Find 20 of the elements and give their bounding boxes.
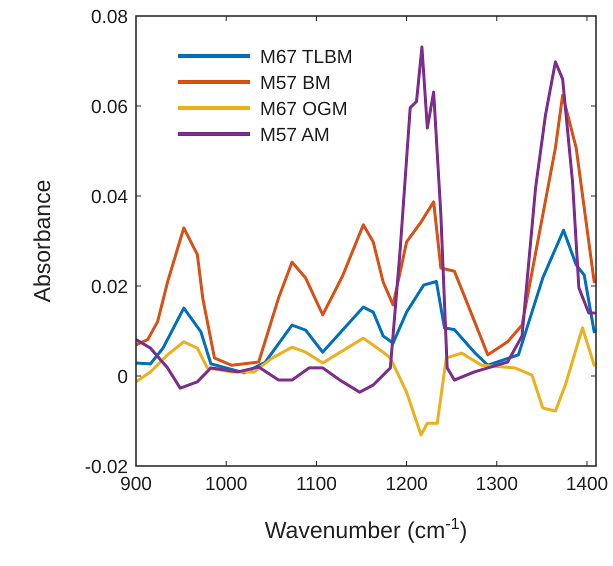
line-series	[136, 46, 596, 394]
x-tick-label: 1100	[296, 474, 337, 495]
x-tick-label: 1000	[205, 474, 248, 495]
line-series	[136, 94, 596, 367]
y-axis-title: Absorbance	[29, 180, 55, 302]
legend-label: M67 OGM	[260, 99, 348, 120]
legend-label: M67 TLBM	[260, 47, 353, 68]
line-series	[136, 228, 596, 374]
legend-label: M57 BM	[260, 73, 331, 94]
x-tick-label: 1200	[385, 474, 428, 495]
line-series	[136, 326, 596, 436]
y-tick-label: 0.02	[91, 277, 128, 298]
x-axis-title: Wavenumber (cm$^{-1}$)	[264, 515, 468, 543]
y-tick-label: 0.06	[91, 97, 128, 118]
y-tick-label: 0.04	[91, 187, 128, 208]
y-tick-label: 0.08	[91, 7, 128, 28]
y-tick-label: 0	[117, 367, 128, 388]
x-tick-label: 1300	[476, 474, 518, 495]
legend-label: M57 AM	[260, 125, 330, 146]
x-tick-label: 1400	[566, 474, 608, 495]
